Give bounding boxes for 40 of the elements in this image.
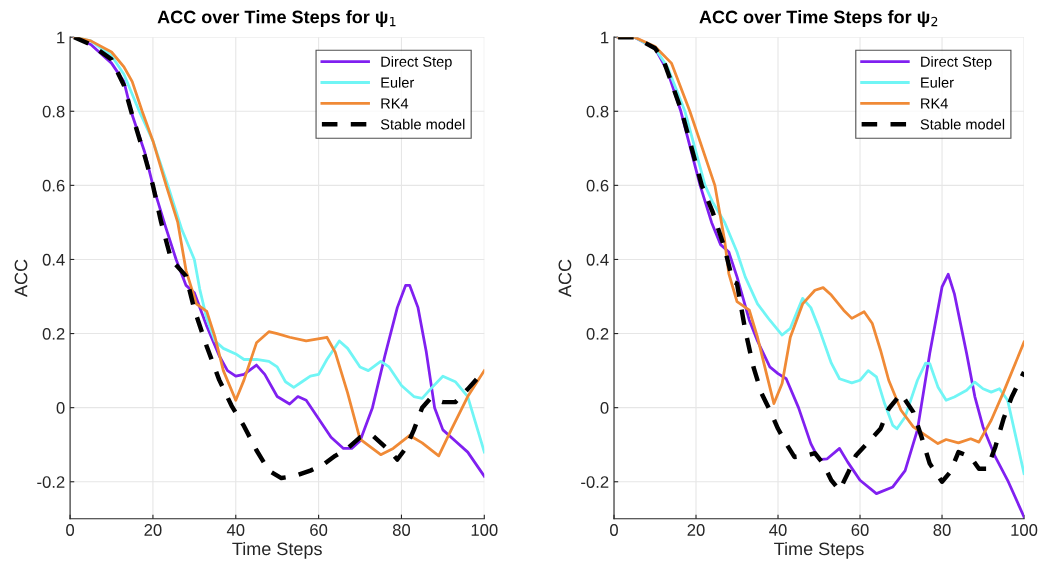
y-tick-label: 0.8: [586, 105, 609, 118]
y-tick-label: 0.4: [42, 253, 65, 266]
x-tick-label: 0: [66, 524, 75, 536]
y-tick-label: 0.6: [42, 179, 65, 192]
x-axis-title: Time Steps: [232, 541, 322, 559]
x-tick-label: 20: [687, 524, 705, 536]
x-tick-label: 80: [392, 524, 411, 536]
legend-label: RK4: [381, 98, 409, 109]
x-tick-label: 80: [933, 524, 951, 536]
y-tick-label: 0.8: [42, 105, 65, 118]
y-tick-label: 0.2: [42, 327, 65, 340]
x-tick-label: 40: [226, 524, 245, 536]
y-tick-label: -0.2: [37, 476, 65, 488]
x-tick-label: 40: [769, 524, 787, 536]
x-tick-label: 100: [471, 524, 498, 536]
y-tick-label: 0: [56, 402, 65, 414]
x-tick-label: 20: [144, 524, 162, 536]
y-tick-label: 1: [57, 31, 65, 44]
x-axis-title: Time Steps: [774, 541, 864, 559]
y-tick-label: 0.6: [586, 179, 609, 192]
x-tick-label: 60: [310, 524, 328, 536]
x-tick-label: 0: [610, 524, 618, 536]
x-tick-label: 100: [1011, 524, 1038, 536]
x-tick-label: 60: [851, 524, 869, 536]
y-tick-label: 0.4: [586, 253, 609, 266]
y-tick-label: 1: [601, 31, 609, 44]
legend-label: Direct Step: [921, 56, 992, 70]
y-tick-label: 0: [600, 402, 609, 414]
legend-label: Euler: [381, 77, 415, 88]
chart-title: ACC over Time Steps for ψ$_{2}$: [699, 10, 938, 27]
y-tick-label: 0.2: [586, 327, 609, 340]
y-tick-label: -0.2: [581, 476, 609, 488]
legend-label: RK4: [921, 98, 948, 109]
y-axis-title: ACC: [14, 259, 28, 298]
legend-label: Stable model: [380, 118, 465, 130]
legend-label: Stable model: [920, 118, 1005, 130]
chart-title: ACC over Time Steps for ψ$_{1}$: [157, 10, 396, 27]
legend-label: Euler: [921, 77, 954, 88]
legend-label: Direct Step: [381, 56, 452, 70]
y-axis-title: ACC: [558, 259, 572, 298]
